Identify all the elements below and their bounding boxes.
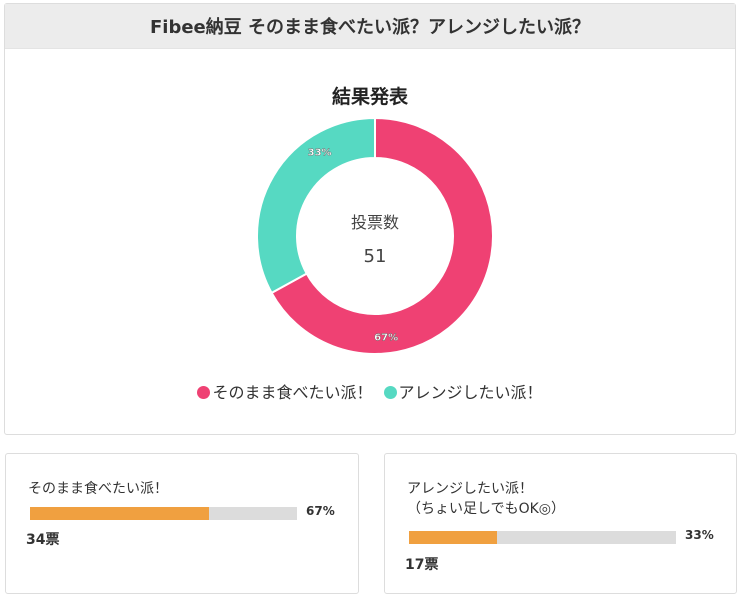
option-card-arrange: アレンジしたい派！ （ちょい足しでもOK◎） 33% 17票 xyxy=(384,453,737,594)
option-votes: 17票 xyxy=(405,557,439,573)
legend-item-arrange[interactable]: アレンジしたい派！ xyxy=(383,383,543,402)
option-votes: 34票 xyxy=(26,532,60,548)
progress-fill xyxy=(30,507,209,520)
option-percent: 67% xyxy=(306,504,335,518)
donut-chart: 投票数 51 67% 33% xyxy=(256,116,494,355)
progress-fill xyxy=(409,531,498,544)
slice-arrange[interactable] xyxy=(256,116,376,295)
total-votes: 51 xyxy=(364,246,387,267)
center-label: 投票数 xyxy=(351,213,399,232)
slice-label-33: 33% xyxy=(308,148,332,159)
legend-dot-icon xyxy=(197,386,211,399)
slice-label-67: 67% xyxy=(374,332,398,343)
slice-straight[interactable] xyxy=(270,116,494,355)
poll-results-panel: Fibee納豆 そのまま食べたい派？アレンジしたい派？ 結果発表 投票数 51 … xyxy=(4,3,736,435)
poll-title: Fibee納豆 そのまま食べたい派？アレンジしたい派？ xyxy=(5,4,735,49)
legend-dot-icon xyxy=(383,386,397,399)
progress-bar xyxy=(409,531,676,544)
option-label: アレンジしたい派！ （ちょい足しでもOK◎） xyxy=(407,481,565,517)
legend-item-straight[interactable]: そのまま食べたい派！ xyxy=(197,383,372,402)
option-card-straight: そのまま食べたい派！ 67% 34票 xyxy=(5,453,359,594)
chart-legend: そのまま食べたい派！ アレンジしたい派！ xyxy=(5,379,735,403)
option-label: そのまま食べたい派！ xyxy=(28,481,168,497)
result-heading: 結果発表 xyxy=(331,86,408,108)
progress-bar xyxy=(30,507,297,520)
option-percent: 33% xyxy=(685,528,714,542)
